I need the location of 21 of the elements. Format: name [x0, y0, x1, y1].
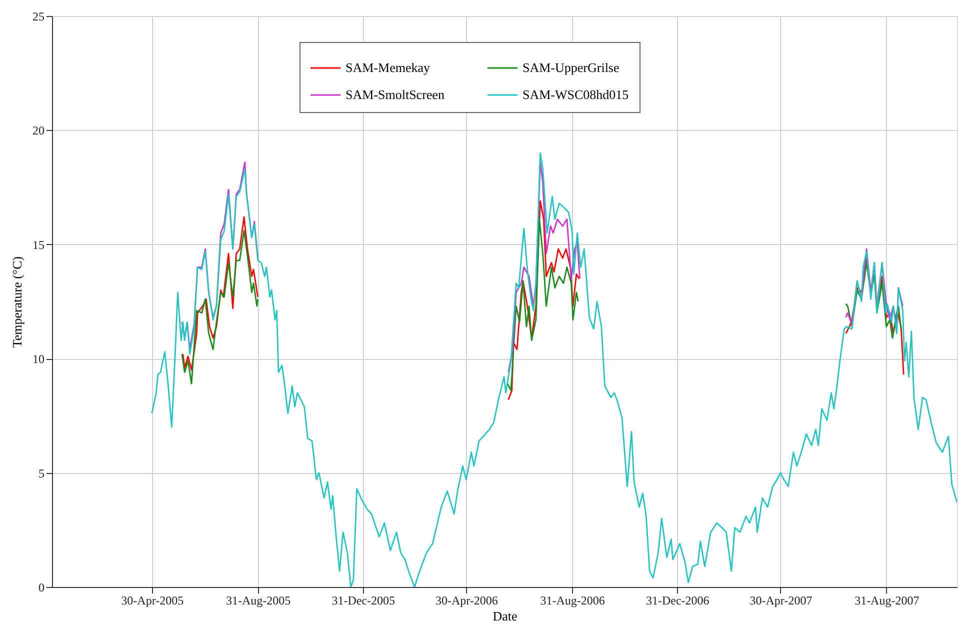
x-tick-label: 30-Apr-2005	[121, 594, 184, 608]
legend-label: SAM-WSC08hd015	[522, 87, 629, 102]
x-tick-label: 30-Apr-2007	[750, 594, 812, 608]
x-tick-label: 31-Dec-2005	[332, 594, 396, 608]
x-axis-title: Date	[492, 608, 518, 624]
line-series	[151, 152, 957, 587]
legend-label: SAM-Memekay	[346, 60, 430, 75]
y-tick-label: 5	[38, 466, 44, 480]
y-tick-label: 25	[32, 10, 44, 24]
y-tick-label: 10	[32, 352, 44, 366]
x-tick-label: 30-Apr-2006	[435, 594, 498, 608]
y-axis-title: Temperature (°C)	[10, 256, 24, 348]
y-tick-label: 20	[32, 124, 44, 138]
legend-label: SAM-SmoltScreen	[346, 87, 445, 102]
legend-label: SAM-UpperGrilse	[522, 60, 620, 75]
y-tick-label: 15	[32, 238, 44, 252]
x-tick-label: 31-Aug-2005	[226, 594, 291, 608]
x-tick-label: 31-Dec-2006	[646, 594, 710, 608]
x-tick-label: 31-Aug-2007	[854, 594, 920, 608]
x-tick-label: 31-Aug-2006	[540, 594, 605, 608]
y-tick-label: 0	[38, 580, 44, 594]
